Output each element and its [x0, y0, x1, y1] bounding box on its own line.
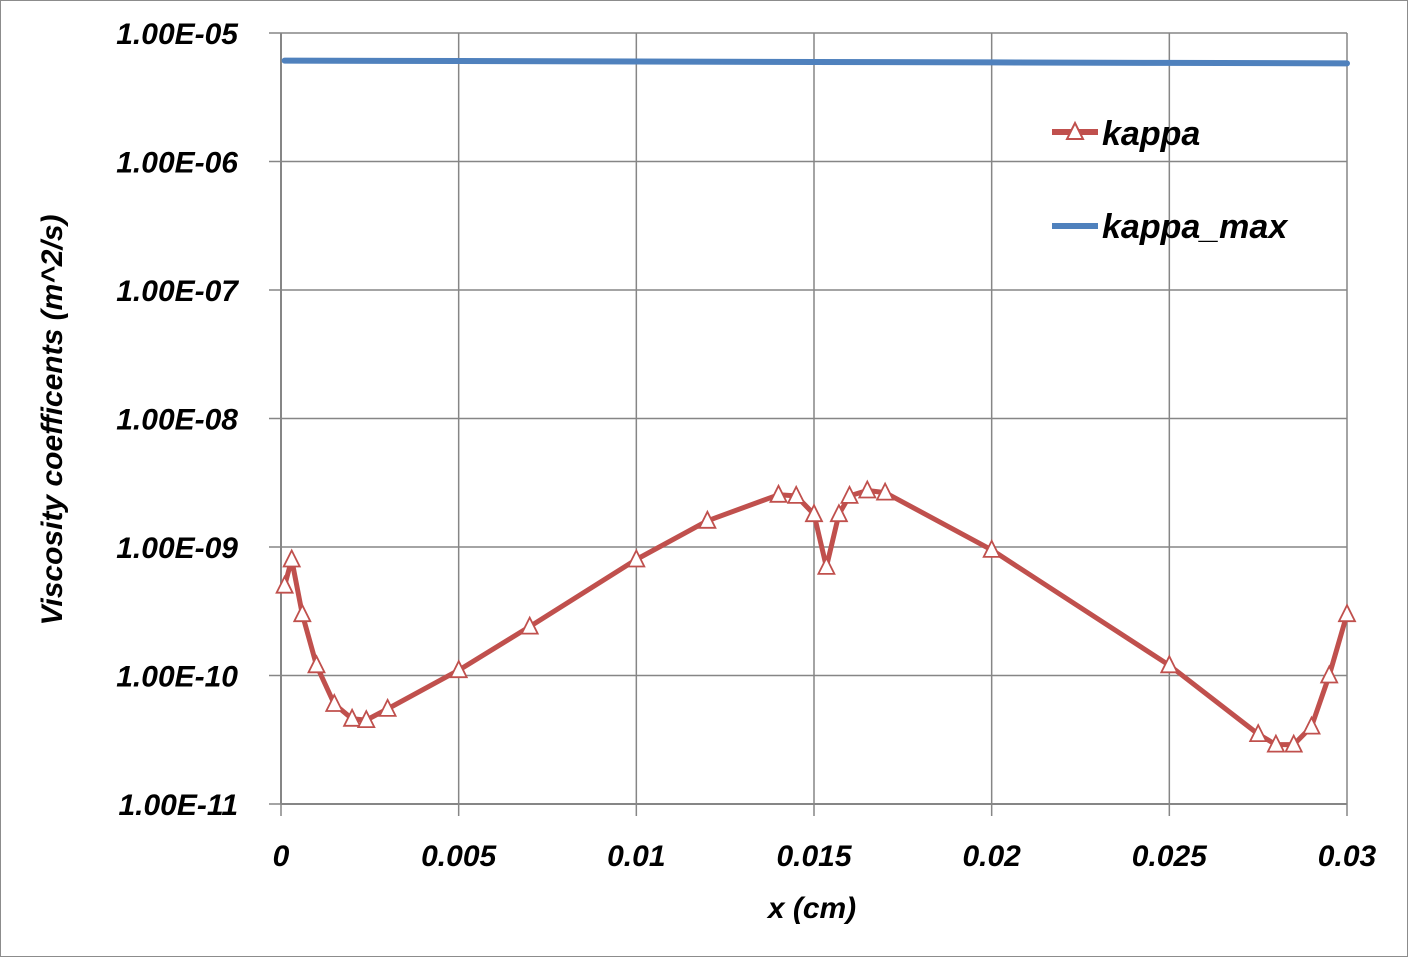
data-point-kappa — [449, 659, 469, 679]
data-point-kappa — [786, 484, 806, 504]
plot-series — [275, 57, 1357, 753]
data-point-kappa — [1337, 603, 1357, 623]
x-tick-label: 0.025 — [1132, 840, 1208, 873]
x-tick-label: 0.03 — [1318, 840, 1377, 873]
legend: kappa kappa_max — [1052, 115, 1289, 246]
data-point-kappa — [1266, 733, 1286, 753]
data-point-kappa — [982, 538, 1002, 558]
y-tick-label: 1.00E-08 — [116, 404, 238, 437]
data-point-kappa — [626, 548, 646, 568]
data-point-kappa — [356, 709, 376, 728]
legend-label-kappa-max: kappa_max — [1102, 208, 1289, 246]
data-point-kappa — [1302, 715, 1321, 735]
x-tick-label: 0.015 — [776, 840, 852, 873]
series-kappa-max — [281, 57, 1350, 67]
data-point-kappa — [292, 603, 312, 623]
data-point-kappa — [857, 479, 877, 499]
legend-marker-kappa — [1065, 120, 1085, 140]
data-point-kappa — [378, 697, 398, 717]
data-point-kappa — [697, 509, 717, 529]
y-tick-label: 1.00E-10 — [116, 661, 238, 694]
data-point-kappa — [275, 574, 295, 594]
data-point-kappa — [520, 615, 540, 635]
y-tick-label: 1.00E-07 — [116, 275, 239, 308]
data-point-kappa — [282, 548, 302, 568]
x-tick-label: 0.005 — [421, 840, 497, 873]
data-point-kappa — [1284, 733, 1304, 753]
data-point-kappa — [1319, 664, 1339, 684]
legend-label-kappa: kappa — [1102, 115, 1200, 153]
axes — [269, 32, 1348, 816]
y-tick-labels: 1.00E-11 1.00E-10 1.00E-09 1.00E-08 1.00E-07… — [116, 18, 239, 822]
data-point-kappa — [816, 555, 836, 575]
x-tick-label: 0.02 — [962, 840, 1021, 873]
x-tick-label: 0.01 — [607, 840, 665, 873]
y-tick-label: 1.00E-06 — [116, 147, 238, 180]
y-tick-label: 1.00E-05 — [116, 18, 239, 51]
series-kappa — [275, 479, 1357, 753]
data-point-kappa — [1248, 723, 1268, 742]
y-axis-title: Viscosity coefficents (m^2/s) — [36, 214, 69, 625]
y-tick-label: 1.00E-09 — [116, 532, 238, 565]
y-tick-label: 1.00E-11 — [118, 789, 238, 822]
x-tick-label: 0 — [273, 840, 290, 873]
data-point-kappa — [307, 654, 326, 674]
data-point-kappa — [324, 692, 344, 712]
legend-item-kappa: kappa — [1052, 115, 1200, 153]
data-point-kappa — [875, 481, 895, 501]
data-point-kappa — [769, 483, 788, 503]
data-point-kappa — [1159, 654, 1179, 674]
data-point-kappa — [342, 707, 362, 727]
series-line-kappa-max — [281, 57, 1350, 67]
data-point-kappa — [804, 503, 824, 523]
legend-item-kappa-max: kappa_max — [1052, 208, 1289, 246]
x-axis-title: x (cm) — [766, 892, 856, 925]
x-tick-labels: 0 0.005 0.01 0.015 0.02 0.025 0.03 — [273, 840, 1377, 873]
series-line-kappa — [282, 488, 1350, 748]
data-point-kappa — [829, 503, 849, 523]
data-point-kappa — [840, 484, 859, 504]
